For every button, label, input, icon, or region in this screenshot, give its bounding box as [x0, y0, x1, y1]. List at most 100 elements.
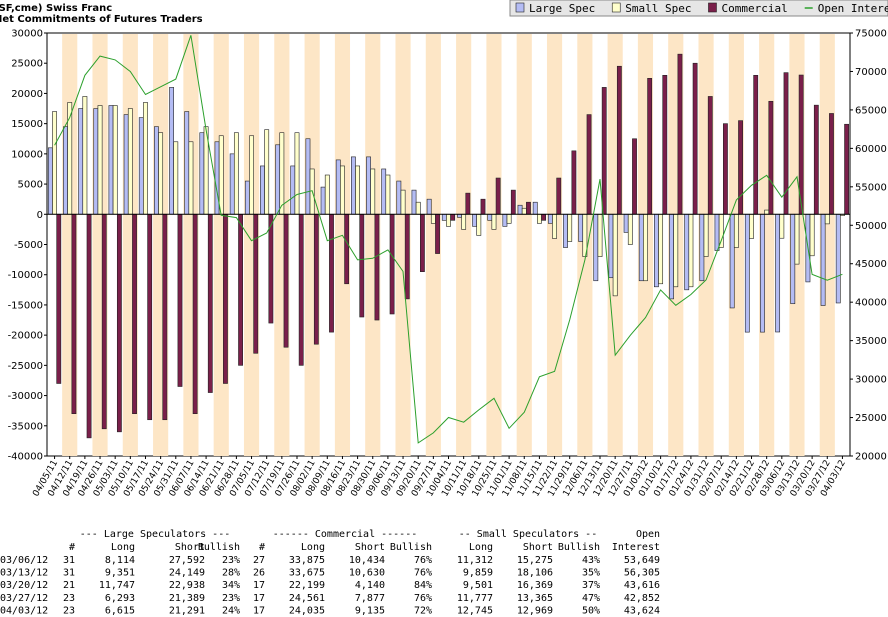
bar: [56, 213, 62, 384]
bar: [71, 213, 77, 415]
bar: [627, 213, 633, 245]
y2-tick-label: 65000: [855, 105, 887, 116]
column-header: #: [259, 542, 265, 553]
bar: [366, 156, 371, 215]
y-tick-label: -5000: [14, 240, 43, 251]
bar: [264, 129, 270, 215]
table-cell: 53,649: [624, 555, 660, 566]
table-cell: 31: [63, 555, 75, 566]
band-stripe: [365, 34, 381, 456]
column-header: Bullish: [198, 542, 240, 553]
bar: [335, 159, 341, 215]
y-tick-label: -25000: [8, 361, 43, 372]
legend-label: Commercial: [721, 2, 787, 15]
bar: [517, 204, 523, 215]
bar: [703, 213, 709, 257]
y-tick-label: -15000: [8, 300, 43, 311]
column-header: Short: [355, 542, 385, 553]
bar: [638, 213, 644, 282]
chart-subtitle: Net Commitments of Futures Traders: [0, 14, 203, 25]
bar: [143, 102, 148, 215]
table-cell: 16,369: [517, 580, 553, 591]
bar: [654, 213, 659, 288]
bar: [97, 105, 103, 215]
table-cell: 11,777: [457, 593, 493, 604]
legend-swatch: [611, 2, 621, 13]
bar: [389, 213, 395, 315]
bar: [329, 213, 334, 333]
row-date: 03/13/12: [0, 568, 48, 579]
table-cell: 6,615: [105, 605, 135, 616]
band-stripe: [274, 34, 290, 456]
bar: [744, 213, 750, 333]
table-cell: 10,630: [349, 568, 385, 579]
bar: [586, 114, 592, 215]
bar: [127, 108, 133, 215]
bar: [794, 213, 800, 265]
bar: [419, 213, 425, 272]
bar: [658, 213, 664, 285]
bar: [249, 135, 254, 215]
bar: [101, 213, 107, 430]
table-cell: 42,852: [624, 593, 660, 604]
table-cell: 50%: [582, 605, 600, 616]
table-cell: 13,365: [517, 593, 553, 604]
table-cell: 18,106: [517, 568, 553, 579]
bar: [290, 165, 296, 215]
table-cell: 6,293: [105, 593, 135, 604]
data-table: --- Large Speculators --- ------ Commerci…: [0, 529, 660, 616]
bar: [188, 141, 194, 215]
y-tick-label: 15000: [11, 119, 43, 130]
band-stripe: [395, 34, 411, 456]
table-cell: 21,389: [169, 593, 205, 604]
bar: [476, 213, 482, 236]
bar: [233, 132, 239, 215]
bar: [426, 198, 432, 215]
table-cell: 9,501: [463, 580, 493, 591]
group-header: -- Small Speculators --: [459, 529, 597, 540]
bar: [82, 96, 88, 215]
legend-label: Large Spec: [529, 2, 595, 15]
bar: [707, 96, 713, 215]
bar: [753, 75, 759, 215]
table-cell: 12,969: [517, 605, 553, 616]
bar: [279, 132, 285, 215]
bar: [260, 165, 265, 215]
bar: [537, 213, 542, 224]
table-cell: 22,938: [169, 580, 205, 591]
y2-tick-label: 55000: [855, 182, 887, 193]
table-cell: 9,859: [463, 568, 493, 579]
row-date: 03/06/12: [0, 555, 48, 566]
bar: [775, 213, 781, 333]
column-header: Short: [523, 542, 553, 553]
legend: [509, 0, 888, 17]
table-cell: 11,312: [457, 555, 493, 566]
y2-tick-label: 20000: [855, 452, 887, 463]
legend-label: Open Interest: [818, 2, 888, 15]
bar: [647, 78, 653, 215]
y-tick-label: -30000: [8, 391, 43, 402]
bar: [465, 192, 471, 215]
table-cell: 27: [253, 555, 265, 566]
row-date: 03/27/12: [0, 593, 48, 604]
band-stripe: [456, 34, 472, 456]
band-stripe: [546, 34, 563, 456]
bar: [108, 105, 114, 215]
table-cell: 31: [63, 568, 75, 579]
plot: [47, 34, 850, 456]
table-cell: 37%: [582, 580, 600, 591]
bar: [116, 213, 122, 433]
table-cell: 15,275: [517, 555, 553, 566]
bar: [601, 87, 607, 215]
table-cell: 23%: [222, 593, 240, 604]
bar: [355, 165, 360, 215]
bar: [491, 213, 497, 230]
bar: [253, 213, 259, 354]
bar: [760, 213, 765, 333]
table-cell: 28%: [222, 568, 240, 579]
bar: [495, 177, 501, 215]
bar: [320, 186, 326, 215]
bar: [244, 180, 250, 215]
bar: [374, 213, 380, 321]
bar: [563, 213, 568, 248]
